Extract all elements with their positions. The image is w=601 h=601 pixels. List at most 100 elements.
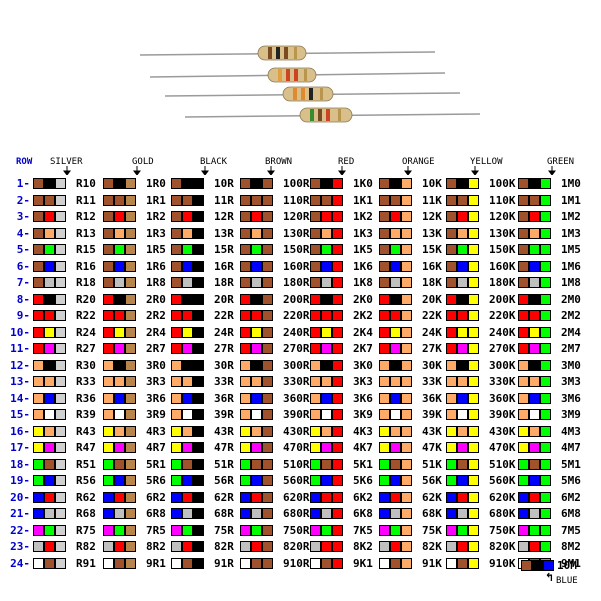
color-band-swatch [182, 524, 193, 536]
color-band-swatch [114, 244, 125, 255]
color-band-swatch [401, 211, 412, 222]
color-band-swatch [321, 244, 332, 255]
color-band-swatch [103, 310, 114, 321]
color-band-swatch [55, 326, 66, 338]
resistor-value: 1K2 [353, 210, 373, 223]
color-band-swatch [518, 244, 529, 255]
color-band-swatch [446, 277, 457, 288]
color-band-swatch [518, 194, 529, 206]
row-number: 10- [10, 325, 30, 339]
color-band-swatch [332, 425, 343, 437]
table-row: 6- R16 1R6 16R 160R 1K6 16K 160K 1M6 [0, 259, 601, 275]
color-band-swatch [33, 244, 44, 255]
color-band-swatch [390, 392, 401, 404]
color-band-swatch [321, 458, 332, 470]
color-band-swatch [103, 359, 114, 371]
resistor-value: R33 [76, 375, 96, 388]
color-band-swatch [401, 227, 412, 239]
table-row: 10- R24 2R4 24R 240R 2K4 24K 240K 2M4 [0, 325, 601, 341]
color-band-swatch [390, 178, 401, 189]
resistor-value: R12 [76, 210, 96, 223]
color-band-swatch [182, 227, 193, 239]
color-band-swatch [44, 442, 55, 453]
resistor-value: 330K [489, 375, 516, 388]
resistor-value: 1M8 [561, 276, 581, 289]
heading-yellow: YELLOW [470, 157, 503, 167]
resistor-value: 51R [214, 457, 234, 471]
color-band-swatch [182, 310, 193, 321]
color-band-swatch [262, 475, 273, 486]
row-number: 21- [10, 507, 30, 520]
resistor-value: R62 [76, 490, 96, 504]
color-band-swatch [103, 458, 114, 470]
row-number: 7- [16, 276, 30, 289]
color-band-swatch [240, 260, 251, 272]
color-band-swatch [55, 409, 66, 420]
color-band-swatch [468, 211, 479, 222]
color-band-swatch [332, 376, 343, 387]
color-band-swatch [468, 442, 479, 453]
color-band-swatch [193, 442, 204, 453]
color-band-swatch [518, 260, 529, 272]
color-band-swatch [401, 260, 412, 272]
color-band-swatch [171, 178, 182, 189]
color-band-swatch [125, 392, 136, 404]
resistor-value: 4K7 [353, 441, 373, 454]
color-band-swatch [182, 475, 193, 486]
resistor-value: 130R [283, 226, 310, 240]
color-band-swatch [262, 227, 273, 239]
color-band-swatch [125, 211, 136, 222]
row-number: 23- [10, 540, 30, 553]
color-band-swatch [518, 442, 529, 453]
row-number: 12- [10, 358, 30, 372]
color-band-swatch [379, 392, 390, 404]
color-band-swatch [321, 194, 332, 206]
row-number: 3- [16, 210, 30, 223]
row-number: 5- [16, 243, 30, 256]
color-band-swatch [457, 211, 468, 222]
color-band-swatch [468, 508, 479, 519]
color-band-swatch [468, 557, 479, 569]
color-band-swatch [310, 277, 321, 288]
resistor-value: 300R [283, 358, 310, 372]
color-band-swatch [379, 409, 390, 420]
heading-orange: ORANGE [402, 157, 435, 167]
resistor-value: 560R [283, 474, 310, 487]
color-band-swatch [171, 310, 182, 321]
color-band-swatch [240, 491, 251, 503]
color-band-swatch [321, 359, 332, 371]
color-band-swatch [468, 491, 479, 503]
color-band-swatch [540, 293, 551, 305]
resistor-value: 5R6 [146, 474, 166, 487]
color-band-swatch [33, 211, 44, 222]
color-band-swatch [446, 541, 457, 552]
color-band-swatch [332, 326, 343, 338]
resistor-value: 75K [422, 523, 442, 537]
color-band-swatch [390, 442, 401, 453]
color-band-swatch [44, 541, 55, 552]
table-row: 13- R33 3R3 33R 330R 3K3 33K 330K 3M3 [0, 374, 601, 390]
color-band-swatch [125, 359, 136, 371]
color-band-swatch [379, 277, 390, 288]
color-band-swatch [103, 376, 114, 387]
color-band-swatch [33, 260, 44, 272]
color-band-swatch [332, 491, 343, 503]
color-band-swatch [103, 211, 114, 222]
resistor-value: 3R9 [146, 408, 166, 421]
color-band-swatch [390, 359, 401, 371]
color-band-swatch [182, 277, 193, 288]
color-band-swatch [529, 376, 540, 387]
color-band-swatch [390, 310, 401, 321]
resistor-value: 220K [489, 309, 516, 322]
resistor-value: 20K [422, 292, 442, 306]
color-band-swatch [321, 310, 332, 321]
color-band-swatch [182, 343, 193, 354]
color-band-swatch [310, 376, 321, 387]
color-band-swatch [379, 310, 390, 321]
color-band-swatch [321, 557, 332, 569]
color-band-swatch [114, 409, 125, 420]
color-band-swatch [193, 326, 204, 338]
color-band-swatch [240, 244, 251, 255]
color-band-swatch [182, 557, 193, 569]
color-band-swatch [125, 343, 136, 354]
